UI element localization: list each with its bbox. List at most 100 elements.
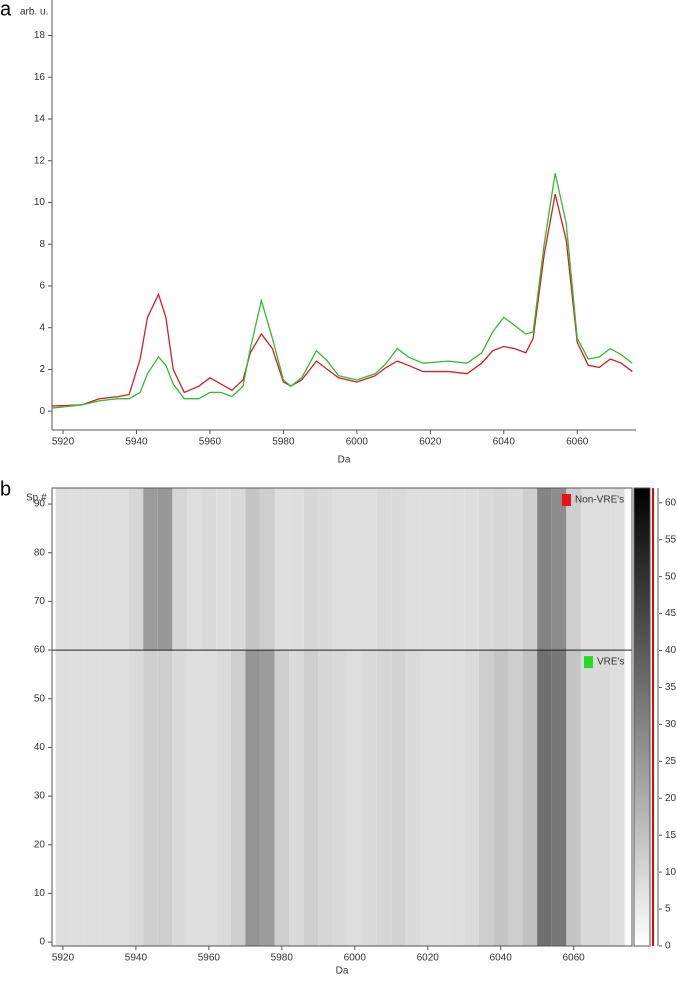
x-tick-label: 6000 <box>346 437 369 448</box>
heat-cell <box>347 650 363 946</box>
heat-cell <box>464 488 479 651</box>
y-tick-label: 16 <box>34 72 46 83</box>
legend-swatch <box>584 656 593 669</box>
x-tick-label: 5920 <box>52 953 75 964</box>
panel-label: a <box>0 0 12 20</box>
y-tick-label: 12 <box>34 155 46 166</box>
x-tick-label: 6020 <box>419 437 442 448</box>
heat-cell <box>522 650 538 946</box>
heat-cell <box>172 488 187 651</box>
heat-cell <box>478 488 494 651</box>
colorbar-tick-label: 45 <box>665 608 677 619</box>
y-tick-label: 8 <box>39 239 45 250</box>
heat-cell <box>274 650 290 946</box>
heat-cell <box>493 650 508 946</box>
heat-cell <box>303 488 319 651</box>
heat-cell <box>595 650 611 946</box>
heat-cell <box>143 650 158 946</box>
heat-cell <box>566 650 581 946</box>
x-tick-label: 6060 <box>563 953 586 964</box>
heat-cell <box>274 488 290 651</box>
x-tick-label: 5920 <box>52 437 75 448</box>
heat-cell <box>610 488 625 651</box>
heat-cell <box>580 488 596 651</box>
x-tick-label: 5980 <box>271 953 294 964</box>
heat-cell <box>449 488 465 651</box>
colorbar <box>633 487 651 947</box>
y-tick-label: 20 <box>34 839 46 850</box>
colorbar-tick-label: 50 <box>665 571 677 582</box>
heat-cell <box>435 650 450 946</box>
x-tick-label: 6020 <box>417 953 440 964</box>
legend-label: Non-VRE's <box>575 495 624 506</box>
y-tick-label: 18 <box>34 30 46 41</box>
heat-cell <box>551 650 567 946</box>
series-line <box>51 193 633 407</box>
heat-cell <box>201 650 217 946</box>
heat-cell <box>84 488 100 651</box>
colorbar-tick-label: 0 <box>665 941 671 952</box>
heat-cell <box>391 488 406 651</box>
y-axis-label: Sp.# <box>26 493 47 504</box>
heat-cell <box>157 650 173 946</box>
colorbar-tick-label: 35 <box>665 682 677 693</box>
heat-cell <box>362 650 377 946</box>
heat-cell <box>347 488 363 651</box>
y-tick-label: 70 <box>34 596 46 607</box>
heat-cell <box>143 488 158 651</box>
colorbar-tick-label: 30 <box>665 719 677 730</box>
heat-cell <box>318 488 333 651</box>
heat-cell <box>464 650 479 946</box>
colorbar-tick-label: 20 <box>665 793 677 804</box>
y-tick-label: 4 <box>39 322 45 333</box>
heat-cell <box>201 488 217 651</box>
colorbar-tick-label: 60 <box>665 497 677 508</box>
x-tick-label: 6040 <box>490 953 513 964</box>
colorbar-tick-label: 5 <box>665 904 671 915</box>
y-tick-label: 30 <box>34 791 46 802</box>
heat-cell <box>376 650 392 946</box>
heat-cell <box>99 488 115 651</box>
series-line <box>51 173 633 409</box>
heat-cell <box>318 650 333 946</box>
heat-cell <box>245 488 260 651</box>
heat-cell <box>230 650 246 946</box>
heat-cell <box>420 650 436 946</box>
heat-cell <box>537 488 552 651</box>
y-unit: arb. u. <box>20 7 48 18</box>
y-tick-label: 60 <box>34 645 46 656</box>
heat-cell <box>595 488 611 651</box>
x-axis-label: Da <box>336 966 349 977</box>
x-tick-label: 5980 <box>272 437 295 448</box>
heat-cell <box>610 650 625 946</box>
colorbar-tick-label: 55 <box>665 534 677 545</box>
heat-cell <box>157 488 173 651</box>
heat-cell <box>216 488 231 651</box>
y-tick-label: 10 <box>34 888 46 899</box>
y-tick-label: 90 <box>34 499 46 510</box>
heat-cell <box>128 650 144 946</box>
heat-cell <box>420 488 436 651</box>
heat-cell <box>522 488 538 651</box>
heat-cell <box>84 650 100 946</box>
y-tick-label: 6 <box>39 281 45 292</box>
x-tick-label: 6040 <box>493 437 516 448</box>
x-tick-label: 6060 <box>566 437 589 448</box>
heat-cell <box>259 488 275 651</box>
heat-cell <box>70 650 85 946</box>
heat-cell <box>289 488 304 651</box>
x-axis-label: Da <box>338 455 351 466</box>
colorbar-tick-label: 40 <box>665 645 677 656</box>
heat-cell <box>114 488 129 651</box>
plot-frame <box>51 487 633 947</box>
heat-cell <box>376 488 392 651</box>
heat-cell <box>405 650 421 946</box>
heat-cell <box>303 650 319 946</box>
y-tick-label: 80 <box>34 547 46 558</box>
heat-cell <box>245 650 260 946</box>
heat-cell <box>493 488 508 651</box>
heat-cell <box>405 488 421 651</box>
y-tick-label: 40 <box>34 742 46 753</box>
colorbar-tick-label: 25 <box>665 756 677 767</box>
